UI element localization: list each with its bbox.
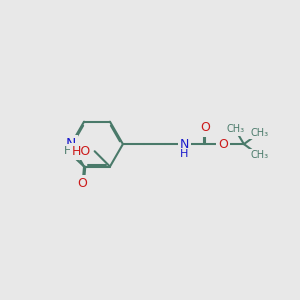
Text: N: N bbox=[180, 138, 189, 151]
Text: O: O bbox=[218, 138, 228, 151]
Text: O: O bbox=[200, 122, 210, 134]
Text: N: N bbox=[66, 137, 76, 151]
Text: H: H bbox=[180, 149, 189, 159]
Text: CH₃: CH₃ bbox=[250, 128, 268, 138]
Text: CH₃: CH₃ bbox=[250, 150, 268, 160]
Text: O: O bbox=[78, 177, 88, 190]
Text: HO: HO bbox=[72, 145, 91, 158]
Text: H: H bbox=[64, 146, 72, 156]
Text: CH₃: CH₃ bbox=[226, 124, 244, 134]
